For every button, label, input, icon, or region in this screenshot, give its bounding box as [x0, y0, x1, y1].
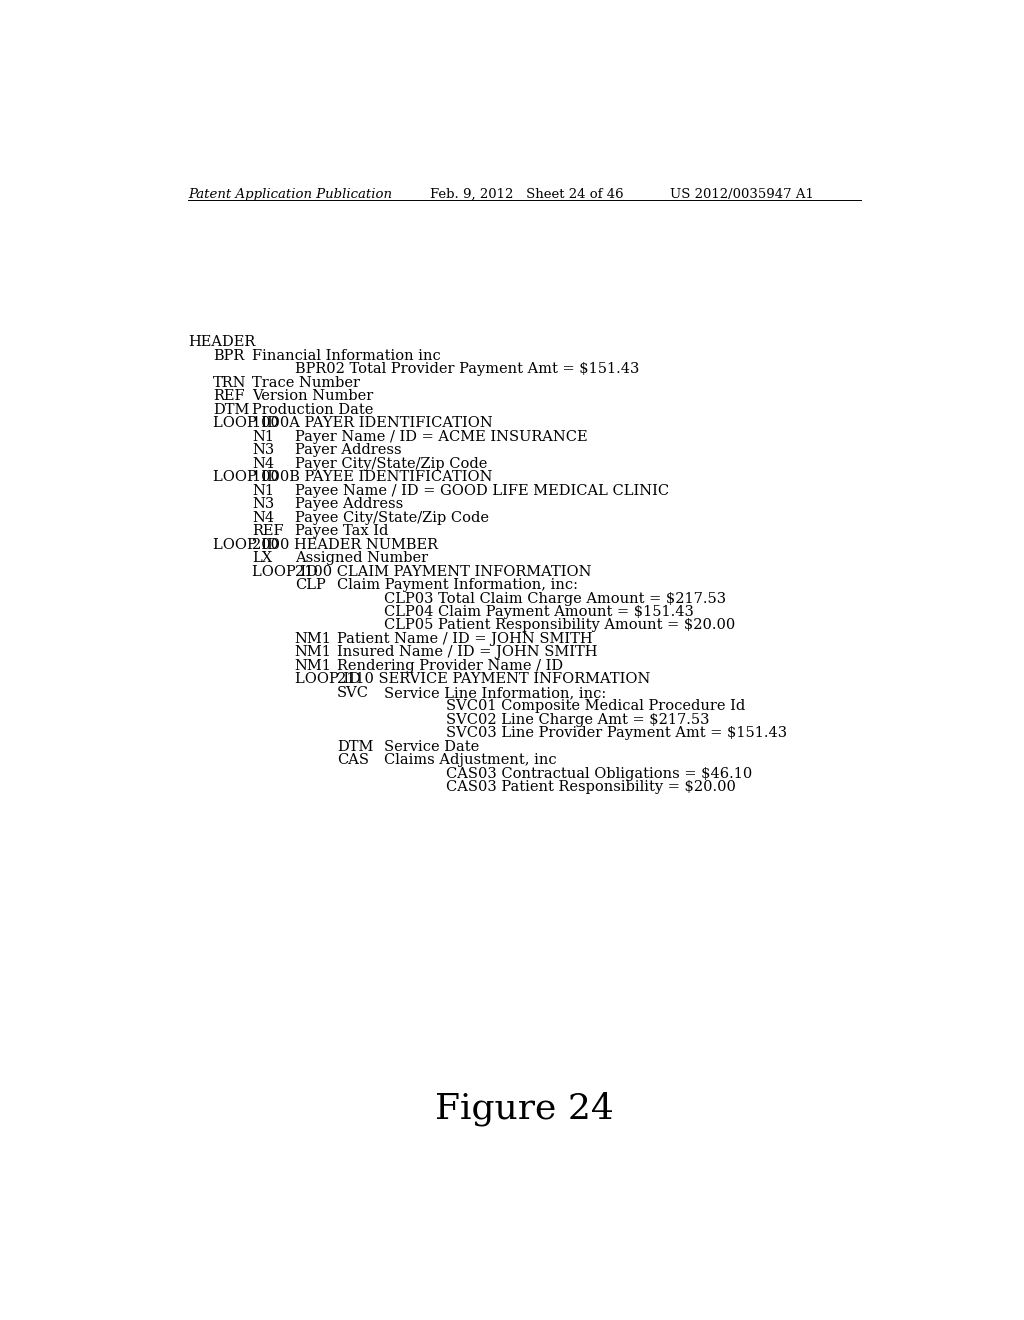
- Text: LX: LX: [252, 552, 272, 565]
- Text: SVC03 Line Provider Payment Amt = $151.43: SVC03 Line Provider Payment Amt = $151.4…: [445, 726, 786, 741]
- Text: Version Number: Version Number: [252, 389, 374, 404]
- Text: CLP03 Total Claim Charge Amount = $217.53: CLP03 Total Claim Charge Amount = $217.5…: [384, 591, 726, 606]
- Text: Claim Payment Information, inc:: Claim Payment Information, inc:: [337, 578, 579, 593]
- Text: CAS03 Contractual Obligations = $46.10: CAS03 Contractual Obligations = $46.10: [445, 767, 752, 780]
- Text: US 2012/0035947 A1: US 2012/0035947 A1: [671, 187, 814, 201]
- Text: 2000 HEADER NUMBER: 2000 HEADER NUMBER: [252, 537, 438, 552]
- Text: Patient Name / ID = JOHN SMITH: Patient Name / ID = JOHN SMITH: [337, 632, 593, 645]
- Text: N1: N1: [252, 430, 274, 444]
- Text: Assigned Number: Assigned Number: [295, 552, 428, 565]
- Text: BPR: BPR: [213, 348, 245, 363]
- Text: CLP04 Claim Payment Amount = $151.43: CLP04 Claim Payment Amount = $151.43: [384, 605, 693, 619]
- Text: 1000B PAYEE IDENTIFICATION: 1000B PAYEE IDENTIFICATION: [252, 470, 493, 484]
- Text: CLP: CLP: [295, 578, 326, 593]
- Text: NM1: NM1: [295, 659, 332, 673]
- Text: Service Date: Service Date: [384, 739, 479, 754]
- Text: Payer City/State/Zip Code: Payer City/State/Zip Code: [295, 457, 487, 471]
- Text: TRN: TRN: [213, 376, 247, 389]
- Text: REF: REF: [213, 389, 245, 404]
- Text: 2110 SERVICE PAYMENT INFORMATION: 2110 SERVICE PAYMENT INFORMATION: [337, 672, 650, 686]
- Text: Insured Name / ID = JOHN SMITH: Insured Name / ID = JOHN SMITH: [337, 645, 598, 660]
- Text: Payee Address: Payee Address: [295, 498, 402, 511]
- Text: Rendering Provider Name / ID: Rendering Provider Name / ID: [337, 659, 563, 673]
- Text: NM1: NM1: [295, 632, 332, 645]
- Text: Trace Number: Trace Number: [252, 376, 360, 389]
- Text: N3: N3: [252, 498, 274, 511]
- Text: SVC02 Line Charge Amt = $217.53: SVC02 Line Charge Amt = $217.53: [445, 713, 710, 727]
- Text: Claims Adjustment, inc: Claims Adjustment, inc: [384, 754, 556, 767]
- Text: Payer Name / ID = ACME INSURANCE: Payer Name / ID = ACME INSURANCE: [295, 430, 587, 444]
- Text: LOOP ID: LOOP ID: [295, 672, 360, 686]
- Text: N3: N3: [252, 444, 274, 457]
- Text: Payee City/State/Zip Code: Payee City/State/Zip Code: [295, 511, 488, 524]
- Text: DTM: DTM: [337, 739, 374, 754]
- Text: Payer Address: Payer Address: [295, 444, 401, 457]
- Text: 2100 CLAIM PAYMENT INFORMATION: 2100 CLAIM PAYMENT INFORMATION: [295, 565, 591, 578]
- Text: Service Line Information, inc:: Service Line Information, inc:: [384, 686, 606, 700]
- Text: N1: N1: [252, 483, 274, 498]
- Text: Patent Application Publication: Patent Application Publication: [188, 187, 392, 201]
- Text: SVC: SVC: [337, 686, 370, 700]
- Text: CLP05 Patient Responsibility Amount = $20.00: CLP05 Patient Responsibility Amount = $2…: [384, 619, 735, 632]
- Text: LOOP ID: LOOP ID: [252, 565, 317, 578]
- Text: LOOP ID: LOOP ID: [213, 537, 280, 552]
- Text: NM1: NM1: [295, 645, 332, 660]
- Text: BPR02 Total Provider Payment Amt = $151.43: BPR02 Total Provider Payment Amt = $151.…: [295, 363, 639, 376]
- Text: Payee Name / ID = GOOD LIFE MEDICAL CLINIC: Payee Name / ID = GOOD LIFE MEDICAL CLIN…: [295, 483, 669, 498]
- Text: CAS: CAS: [337, 754, 370, 767]
- Text: LOOP ID: LOOP ID: [213, 416, 280, 430]
- Text: Payee Tax Id: Payee Tax Id: [295, 524, 388, 539]
- Text: DTM: DTM: [213, 403, 250, 417]
- Text: LOOP ID: LOOP ID: [213, 470, 280, 484]
- Text: Feb. 9, 2012   Sheet 24 of 46: Feb. 9, 2012 Sheet 24 of 46: [430, 187, 624, 201]
- Text: Figure 24: Figure 24: [435, 1092, 614, 1126]
- Text: Production Date: Production Date: [252, 403, 374, 417]
- Text: HEADER: HEADER: [188, 335, 256, 350]
- Text: CAS03 Patient Responsibility = $20.00: CAS03 Patient Responsibility = $20.00: [445, 780, 735, 795]
- Text: N4: N4: [252, 511, 274, 524]
- Text: SVC01 Composite Medical Procedure Id: SVC01 Composite Medical Procedure Id: [445, 700, 745, 713]
- Text: 1000A PAYER IDENTIFICATION: 1000A PAYER IDENTIFICATION: [252, 416, 493, 430]
- Text: REF: REF: [252, 524, 284, 539]
- Text: Financial Information inc: Financial Information inc: [252, 348, 440, 363]
- Text: N4: N4: [252, 457, 274, 471]
